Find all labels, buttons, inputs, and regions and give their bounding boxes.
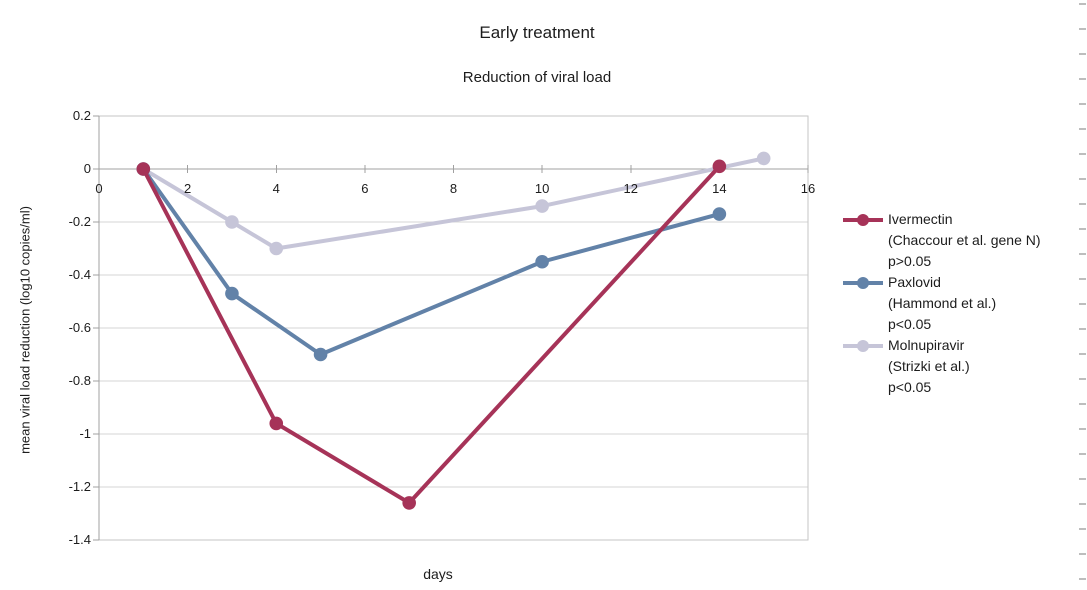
- y-tick-label: -1: [79, 426, 91, 441]
- legend-label-line: Molnupiravir: [888, 337, 965, 353]
- legend-label-line: Ivermectin: [888, 211, 953, 227]
- data-point-molnupiravir: [756, 151, 771, 166]
- y-tick-label: 0: [83, 161, 91, 176]
- chart-subtitle: Reduction of viral load: [462, 69, 612, 86]
- legend-item-molnupiravir: Molnupiravir (Strizki et al.) p<0.05: [843, 335, 1041, 398]
- legend-label-line: (Strizki et al.): [888, 358, 970, 374]
- page-break-dashes: [1079, 3, 1086, 590]
- legend-label-line: (Chaccour et al. gene N): [888, 232, 1041, 248]
- data-point-molnupiravir: [225, 215, 239, 229]
- data-point-ivermectin: [712, 159, 727, 174]
- data-point-molnupiravir: [535, 199, 549, 213]
- data-point-molnupiravir: [269, 241, 284, 256]
- legend-label-line: p>0.05: [888, 253, 932, 269]
- legend-label-line: p<0.05: [888, 379, 932, 395]
- x-tick-label: 14: [712, 181, 727, 196]
- legend-label-line: Paxlovid: [888, 274, 941, 290]
- legend-label: Ivermectin (Chaccour et al. gene N) p>0.05: [888, 209, 1041, 272]
- y-tick-label: -0.8: [68, 373, 91, 388]
- data-point-paxlovid: [712, 207, 727, 221]
- legend-dot-icon: [857, 340, 869, 352]
- chart-title: Early treatment: [479, 23, 595, 42]
- legend-label-line: p<0.05: [888, 316, 932, 332]
- legend-item-ivermectin: Ivermectin (Chaccour et al. gene N) p>0.05: [843, 209, 1041, 272]
- legend-dot-icon: [857, 214, 869, 226]
- x-tick-label: 6: [361, 181, 369, 196]
- legend-label: Paxlovid (Hammond et al.) p<0.05: [888, 272, 996, 335]
- legend-item-paxlovid: Paxlovid (Hammond et al.) p<0.05: [843, 272, 1041, 335]
- legend-dot-icon: [857, 277, 869, 289]
- y-tick-label: -0.6: [68, 320, 91, 335]
- x-axis-title: days: [423, 566, 453, 582]
- legend-marker-icon: [843, 272, 883, 293]
- data-point-paxlovid: [313, 347, 328, 362]
- y-tick-label: -0.4: [68, 267, 91, 282]
- data-point-paxlovid: [225, 286, 239, 301]
- legend-marker-icon: [843, 209, 883, 230]
- y-tick-label: 0.2: [72, 108, 91, 123]
- x-tick-label: 16: [800, 181, 816, 196]
- x-tick-label: 4: [272, 181, 280, 196]
- data-point-ivermectin: [402, 496, 416, 510]
- legend-label: Molnupiravir (Strizki et al.) p<0.05: [888, 335, 970, 398]
- y-tick-label: -1.4: [68, 532, 91, 547]
- x-tick-label: 8: [449, 181, 458, 196]
- x-tick-label: 12: [623, 181, 638, 196]
- data-point-paxlovid: [535, 254, 549, 269]
- data-point-ivermectin: [269, 416, 284, 431]
- x-tick-label: 0: [95, 181, 103, 196]
- x-tick-label: 2: [184, 181, 192, 196]
- series-line-ivermectin: [141, 164, 722, 505]
- y-tick-label: -0.2: [68, 214, 91, 229]
- y-tick-label: -1.2: [68, 479, 91, 494]
- chart-legend: Ivermectin (Chaccour et al. gene N) p>0.05…: [843, 209, 1041, 398]
- legend-marker-icon: [843, 335, 883, 356]
- x-tick-label: 10: [534, 181, 550, 196]
- data-point-ivermectin: [136, 162, 151, 176]
- legend-label-line: (Hammond et al.): [888, 295, 997, 311]
